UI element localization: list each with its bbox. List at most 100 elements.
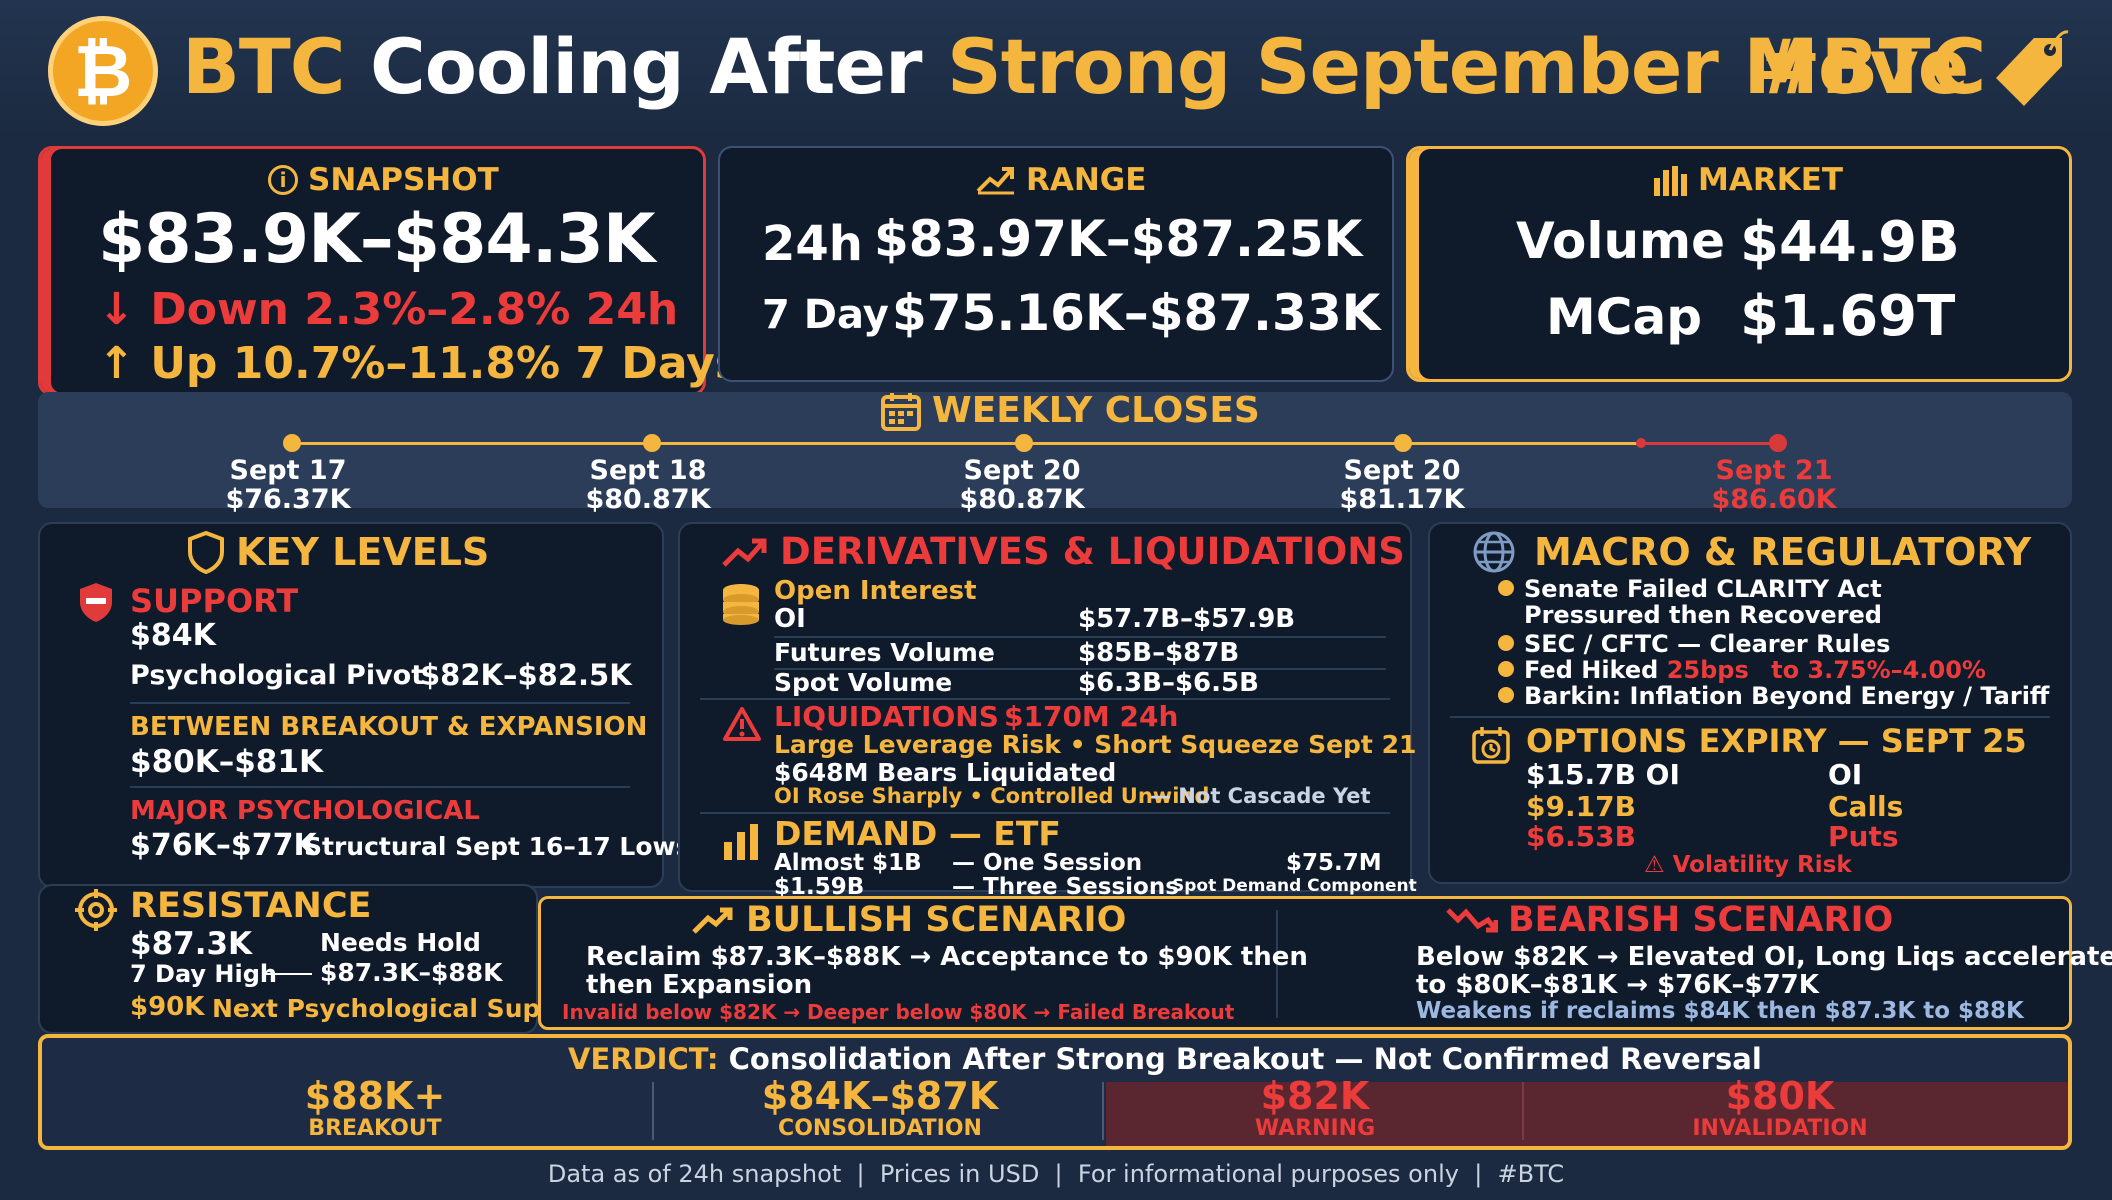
- macro-item1: Senate Failed CLARITY Act Pressured then…: [1498, 576, 1882, 628]
- bearish-line3: Weakens if reclaims $84K then $87.3K to …: [1416, 998, 2024, 1024]
- verdict-text: Consolidation After Strong Breakout — No…: [728, 1042, 1762, 1076]
- verdict-divider: [652, 1082, 654, 1140]
- futures-volume-label: Futures Volume: [774, 638, 995, 667]
- warning-icon: [722, 706, 762, 746]
- snapshot-panel: [38, 146, 706, 396]
- etf-row1-extra: $75.7M: [1286, 850, 1382, 876]
- trend-up-icon: [976, 167, 1014, 195]
- verdict-panel: [38, 1034, 2072, 1150]
- macro-panel: [1428, 522, 2072, 884]
- etf-row1-value: Almost $1B: [774, 850, 922, 876]
- resistance-high-label: 7 Day High: [130, 960, 278, 988]
- bullish-line3: Invalid below $82K → Deeper below $80K →…: [562, 1000, 1235, 1024]
- derivatives-title-label: DERIVATIVES & LIQUIDATIONS: [780, 530, 1405, 573]
- major-label: MAJOR PSYCHOLOGICAL: [130, 796, 480, 826]
- timeline-label-3: Sept 20 $80.87K: [959, 455, 1085, 515]
- liquidations-line3b: — Not Cascade Yet: [1150, 784, 1371, 808]
- check-icon: [1498, 661, 1514, 677]
- verdict-label: VERDICT:: [568, 1042, 719, 1076]
- etf-row2-extra: Spot Demand Component: [1172, 876, 1417, 896]
- liquidations-line2: $648M Bears Liquidated: [774, 758, 1117, 787]
- oi-value: $57.7B–$57.9B: [1078, 604, 1296, 634]
- macro-item3: Fed Hiked 25bps to 3.75%–4.00%: [1498, 656, 1986, 684]
- options-row1-value: $15.7B OI: [1526, 758, 1680, 791]
- divider: [774, 636, 1386, 638]
- timeline-label-2: Sept 18 $80.87K: [585, 455, 711, 515]
- oi-label: OI: [774, 604, 806, 634]
- etf-row2-label: — Three Sessions: [952, 874, 1179, 900]
- verdict-cell-consolidation: $84K–$87K CONSOLIDATION: [761, 1074, 999, 1141]
- bullish-line1: Reclaim $87.3K–$88K → Acceptance to $90K…: [586, 942, 1308, 972]
- weekly-closes-title: WEEKLY CLOSES: [880, 390, 1260, 431]
- header-bar: [0, 0, 2112, 140]
- dash-line: [264, 973, 312, 975]
- support-label: SUPPORT: [130, 582, 299, 620]
- divider: [130, 786, 630, 788]
- between-value: $80K–$81K: [130, 744, 323, 780]
- verdict-cell-breakout: $88K+ BREAKOUT: [304, 1074, 446, 1141]
- divider: [130, 702, 630, 704]
- bar-chart-icon: [722, 822, 762, 864]
- timeline-dot-4: [1394, 434, 1412, 452]
- range-panel: [718, 146, 1394, 382]
- trend-up-icon: [722, 538, 767, 567]
- resistance-supply-label: Next Psychological Supply: [212, 994, 584, 1023]
- trend-down-icon: [1446, 908, 1498, 933]
- divider: [1450, 716, 2050, 718]
- arrow-down-icon: ↓: [98, 284, 135, 335]
- snapshot-title: i SNAPSHOT: [268, 162, 499, 198]
- arrow-up-icon: ↑: [98, 338, 135, 389]
- timeline-dot-2: [643, 434, 661, 452]
- check-icon: [1498, 580, 1514, 596]
- divider: [700, 698, 1390, 700]
- volatility-risk: ⚠ Volatility Risk: [1644, 852, 1852, 878]
- timeline-dot-small: [1636, 438, 1646, 448]
- support-shield-icon: [76, 580, 116, 628]
- verdict-divider: [1102, 1082, 1104, 1140]
- bullish-line2: then Expansion: [586, 970, 813, 1000]
- timeline-label-4: Sept 20 $81.17K: [1339, 455, 1465, 515]
- snapshot-up-line: ↑ Up 10.7%–11.8% 7 Days: [98, 338, 742, 389]
- liquidations-title: LIQUIDATIONS: [774, 700, 999, 733]
- range-7day-value: $75.16K–$87.33K: [892, 284, 1381, 342]
- bar-chart-icon: [1654, 166, 1687, 196]
- snapshot-price-range: $83.9K–$84.3K: [98, 200, 656, 279]
- page-title: BTC Cooling After Strong September Move: [182, 22, 1969, 111]
- scenarios-divider: [1276, 910, 1278, 1018]
- verdict-cell-invalidation: $80K INVALIDATION: [1692, 1074, 1868, 1141]
- etf-row1-label: — One Session: [952, 850, 1143, 876]
- footer-text: Data as of 24h snapshot | Prices in USD …: [547, 1160, 1565, 1188]
- tag-icon: [1990, 28, 2070, 118]
- info-icon: i: [268, 165, 298, 195]
- hashtag-label: #BTC: [1757, 22, 1987, 111]
- shield-icon: [188, 530, 224, 574]
- range-24h-value: $83.97K–$87.25K: [874, 210, 1363, 268]
- verdict-line: VERDICT: Consolidation After Strong Brea…: [568, 1042, 1762, 1076]
- market-title-label: MARKET: [1698, 162, 1844, 198]
- spot-volume-label: Spot Volume: [774, 668, 953, 697]
- verdict-warning-zone: [1106, 1082, 2068, 1146]
- title-ticker: BTC: [182, 22, 346, 111]
- trend-up-icon: [692, 907, 733, 934]
- title-middle: Cooling After: [370, 22, 923, 111]
- market-title: MARKET: [1652, 162, 1843, 198]
- key-levels-title: KEY LEVELS: [186, 530, 489, 574]
- bullish-title-label: BULLISH SCENARIO: [746, 900, 1127, 940]
- timeline-label-1: Sept 17 $76.37K: [225, 455, 351, 515]
- options-row2-value: $9.17B: [1526, 790, 1636, 823]
- calendar-icon: [881, 392, 921, 431]
- range-title: RANGE: [976, 162, 1146, 198]
- derivatives-panel: [678, 522, 1412, 892]
- snapshot-title-label: SNAPSHOT: [308, 162, 499, 198]
- resistance-value: $87.3K: [130, 926, 253, 962]
- bitcoin-logo-icon: ₿: [48, 16, 158, 126]
- derivatives-title: DERIVATIVES & LIQUIDATIONS: [722, 530, 1405, 573]
- resistance-high-value: $87.3K–$88K: [320, 958, 503, 987]
- weekly-closes-panel: [38, 392, 2072, 508]
- oi-title: Open Interest: [774, 576, 977, 606]
- bearish-title-label: BEARISH SCENARIO: [1508, 900, 1894, 940]
- macro-title: MACRO & REGULATORY: [1472, 530, 2031, 574]
- liquidations-value: $170M 24h: [1004, 700, 1179, 733]
- coin-stack-icon: [720, 582, 762, 630]
- macro-item2: SEC / CFTC — Clearer Rules: [1498, 630, 1890, 658]
